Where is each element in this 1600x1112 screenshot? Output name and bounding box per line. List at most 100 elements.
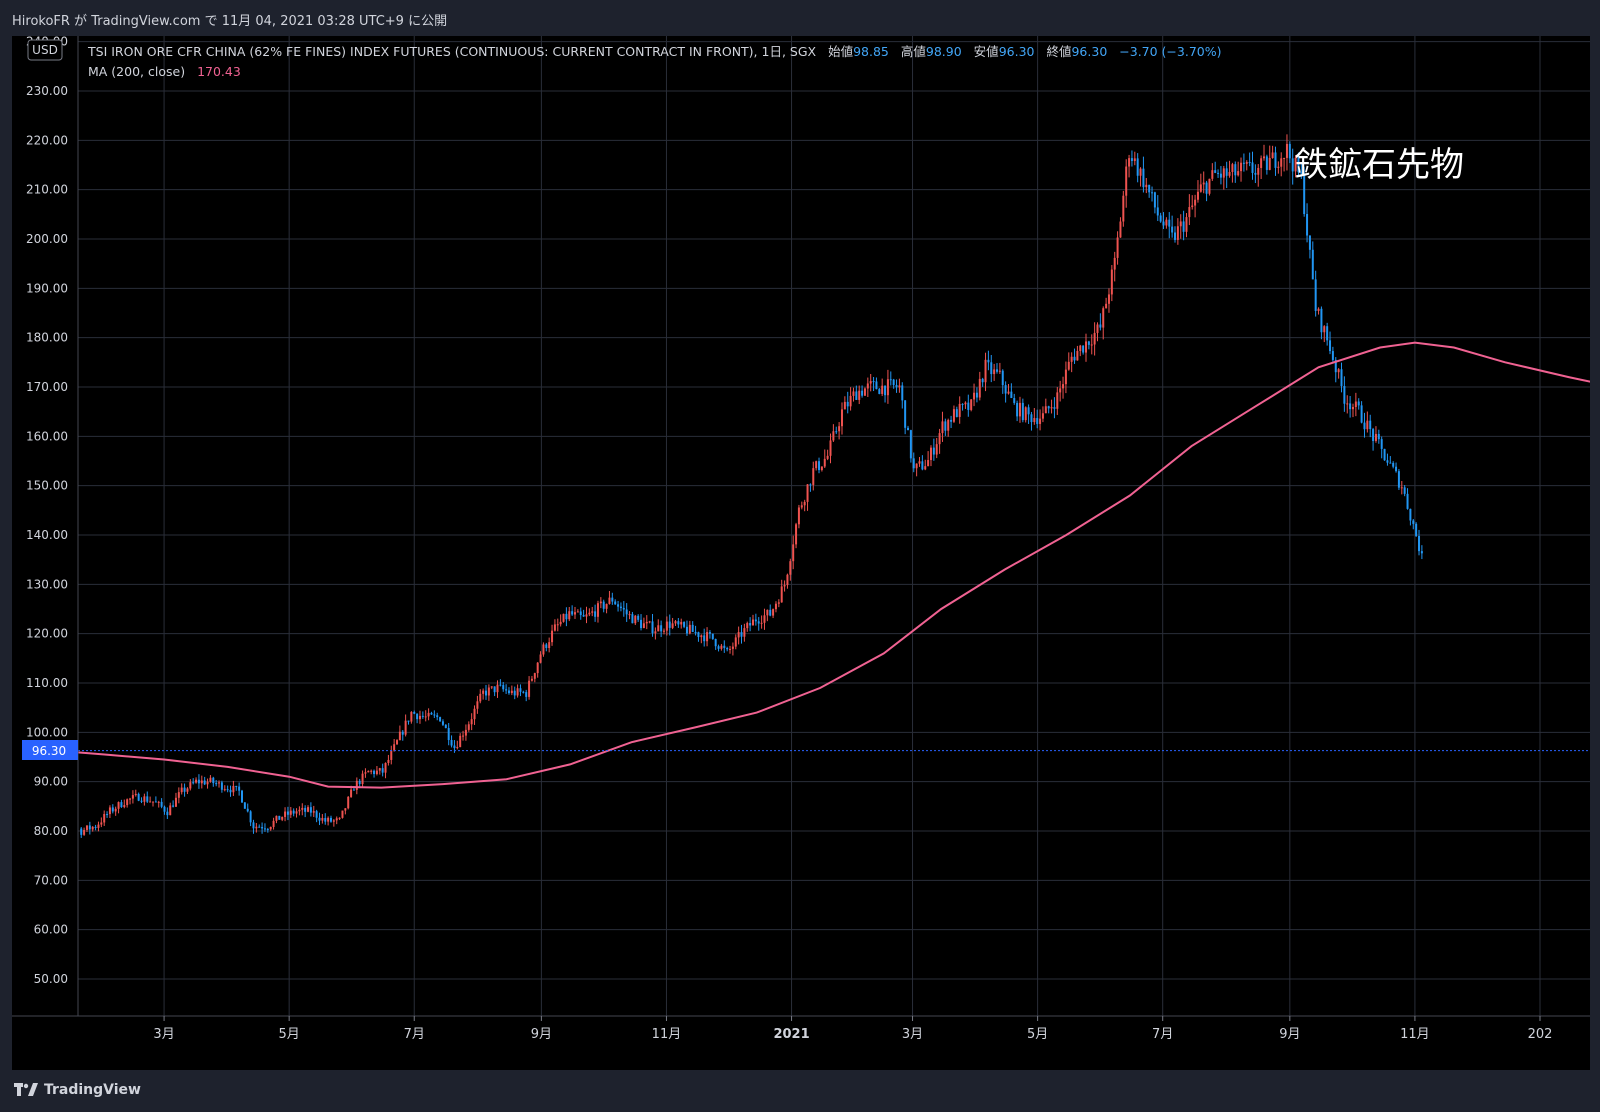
candle bbox=[852, 387, 855, 402]
x-tick-label: 5月 bbox=[1027, 1027, 1048, 1042]
ohlc-high-label: 高値 bbox=[901, 44, 926, 59]
candle bbox=[1291, 148, 1294, 185]
candle bbox=[766, 609, 769, 622]
candle bbox=[398, 725, 401, 741]
x-tick-label: 9月 bbox=[1279, 1027, 1300, 1042]
candle bbox=[482, 688, 485, 700]
x-tick-label: 7月 bbox=[1152, 1027, 1173, 1042]
candle bbox=[427, 708, 430, 721]
candle bbox=[1087, 340, 1090, 350]
currency-badge[interactable]: USD bbox=[27, 39, 63, 61]
candle bbox=[574, 606, 577, 619]
candle bbox=[634, 614, 637, 626]
candle bbox=[1351, 403, 1354, 418]
candle bbox=[754, 613, 757, 626]
candle bbox=[840, 402, 843, 435]
candle bbox=[866, 377, 869, 398]
candle bbox=[203, 776, 206, 786]
candle bbox=[258, 824, 261, 828]
candle bbox=[961, 403, 964, 411]
candle bbox=[387, 754, 390, 766]
candle bbox=[490, 686, 493, 690]
candle bbox=[1283, 157, 1286, 172]
candle bbox=[1130, 150, 1133, 167]
candle bbox=[1329, 331, 1332, 355]
candle bbox=[1262, 144, 1265, 161]
candle bbox=[637, 614, 640, 622]
candle bbox=[450, 735, 453, 748]
legend: TSI IRON ORE CFR CHINA (62% FE FINES) IN… bbox=[87, 44, 1221, 79]
candle bbox=[1214, 161, 1217, 174]
candle bbox=[1044, 398, 1047, 414]
candle bbox=[625, 603, 628, 622]
candle bbox=[671, 617, 674, 630]
candle bbox=[602, 599, 605, 613]
candle bbox=[1380, 436, 1383, 459]
candle bbox=[726, 646, 729, 652]
x-tick-label: 11月 bbox=[652, 1027, 682, 1042]
candle bbox=[261, 822, 264, 834]
tradingview-logo[interactable]: TradingView bbox=[14, 1082, 141, 1098]
candle bbox=[714, 638, 717, 650]
candle bbox=[691, 621, 694, 633]
candle bbox=[955, 406, 958, 418]
ma-label: MA (200, close) bbox=[88, 64, 185, 79]
candle bbox=[332, 819, 335, 827]
candle bbox=[197, 774, 200, 789]
candle bbox=[447, 723, 450, 746]
price-chart[interactable]: 50.00 60.00 70.00 80.00 90.00 100.00 110.00 120… bbox=[12, 35, 1600, 1070]
chart-frame[interactable]: 50.00 60.00 70.00 80.00 90.00 100.00 110.00 120… bbox=[12, 35, 1600, 1070]
candle bbox=[806, 484, 809, 511]
candle bbox=[818, 457, 821, 474]
candle bbox=[505, 684, 508, 694]
candle bbox=[1354, 392, 1357, 417]
candle bbox=[1237, 161, 1240, 177]
candle bbox=[663, 628, 665, 635]
candle bbox=[235, 785, 238, 791]
candle bbox=[1070, 352, 1073, 373]
ohlc-low-label: 安値 bbox=[974, 44, 999, 59]
candle bbox=[1113, 251, 1116, 282]
candle bbox=[556, 618, 559, 632]
ohlc-open-label: 始値 bbox=[828, 44, 853, 59]
candle bbox=[1288, 141, 1291, 164]
candle bbox=[218, 780, 221, 788]
candle bbox=[886, 369, 889, 404]
candle bbox=[1357, 398, 1360, 410]
candle bbox=[177, 787, 180, 804]
candle bbox=[734, 634, 737, 650]
candle bbox=[706, 627, 709, 647]
candle bbox=[1033, 407, 1036, 425]
y-tick-label: 90.00 bbox=[34, 775, 68, 789]
candle bbox=[324, 813, 327, 825]
candle bbox=[1039, 409, 1042, 431]
candle bbox=[619, 602, 622, 612]
candle bbox=[487, 684, 490, 701]
candle bbox=[740, 624, 743, 644]
candle bbox=[195, 777, 198, 784]
candle bbox=[1110, 265, 1113, 302]
candle bbox=[993, 363, 996, 381]
candle bbox=[576, 609, 579, 613]
candle bbox=[361, 770, 364, 788]
candle bbox=[617, 600, 620, 612]
x-tick-label: 9月 bbox=[531, 1027, 552, 1042]
candle bbox=[401, 730, 404, 741]
candle bbox=[1280, 152, 1283, 177]
candle bbox=[367, 770, 370, 773]
legend-title: TSI IRON ORE CFR CHINA (62% FE FINES) IN… bbox=[87, 44, 817, 59]
candle bbox=[932, 438, 935, 461]
candle bbox=[820, 466, 823, 472]
candle bbox=[1360, 401, 1363, 424]
candle bbox=[1001, 369, 1004, 394]
candle bbox=[553, 619, 556, 632]
candle bbox=[209, 775, 212, 783]
candle bbox=[1420, 545, 1423, 560]
candle bbox=[462, 730, 465, 741]
y-tick-label: 150.00 bbox=[26, 479, 68, 493]
candle bbox=[952, 405, 955, 423]
candle bbox=[1242, 153, 1245, 172]
candle bbox=[723, 640, 726, 653]
candle bbox=[1412, 518, 1415, 530]
candle bbox=[1240, 157, 1243, 182]
